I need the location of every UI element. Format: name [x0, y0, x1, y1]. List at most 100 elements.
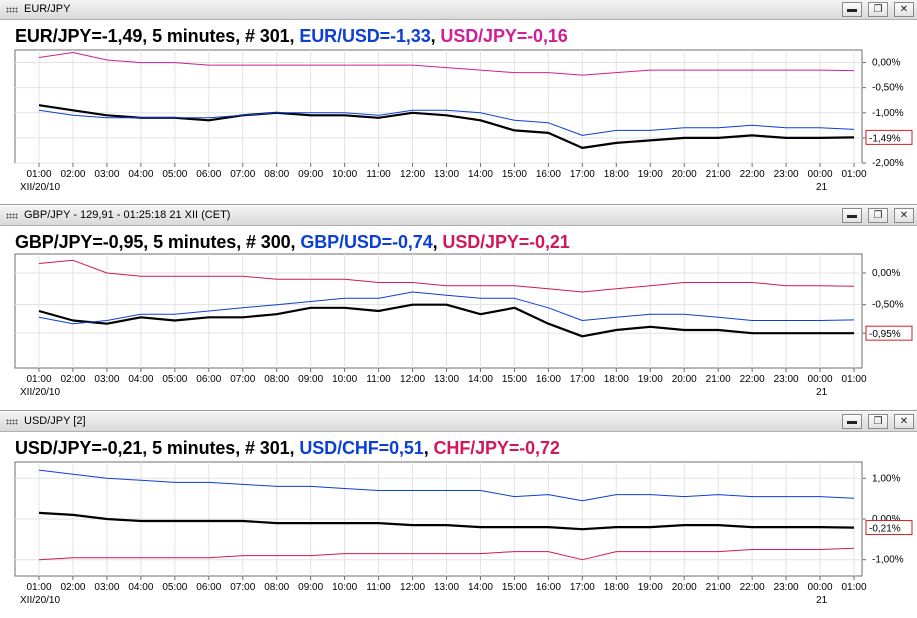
- chart-heading: GBP/JPY=-0,95, 5 minutes, # 300, GBP/USD…: [15, 232, 570, 253]
- close-button[interactable]: ✕: [894, 414, 914, 429]
- x-tick-label: 17:00: [570, 169, 595, 180]
- x-tick-label: 21:00: [706, 374, 731, 385]
- date-right-label: 21: [816, 595, 828, 606]
- window-title: GBP/JPY - 129,91 - 01:25:18 21 XII (CET): [24, 209, 231, 221]
- x-tick-label: 05:00: [162, 374, 187, 385]
- chart-heading: USD/JPY=-0,21, 5 minutes, # 301, USD/CHF…: [15, 438, 560, 459]
- restore-button[interactable]: ❐: [868, 208, 888, 223]
- x-tick-label: 22:00: [740, 169, 765, 180]
- date-left-label: XII/20/10: [20, 387, 60, 398]
- y-tick-label: 0,00%: [872, 58, 900, 69]
- x-tick-label: 21:00: [706, 169, 731, 180]
- x-tick-label: 17:00: [570, 374, 595, 385]
- x-tick-label: 16:00: [536, 169, 561, 180]
- chart-window-gbpjpy: GBP/JPY - 129,91 - 01:25:18 21 XII (CET)…: [0, 206, 917, 411]
- x-tick-label: 23:00: [774, 374, 799, 385]
- current-value-badge: [865, 325, 913, 341]
- minimize-button[interactable]: ▬: [842, 2, 862, 17]
- y-tick-label: 1,00%: [872, 473, 900, 484]
- x-tick-label: 09:00: [298, 374, 323, 385]
- window-titlebar[interactable]: GBP/JPY - 129,91 - 01:25:18 21 XII (CET)…: [0, 206, 917, 226]
- x-tick-label: 09:00: [298, 582, 323, 593]
- x-tick-label: 01:00: [841, 169, 866, 180]
- x-tick-label: 00:00: [808, 169, 833, 180]
- x-tick-label: 18:00: [604, 169, 629, 180]
- grip-icon[interactable]: [6, 213, 18, 219]
- x-tick-label: 03:00: [94, 374, 119, 385]
- restore-button[interactable]: ❐: [868, 414, 888, 429]
- x-tick-label: 02:00: [60, 169, 85, 180]
- series-line-gbpusd: [38, 291, 855, 325]
- heading-main: GBP/JPY=-0,95, 5 minutes, # 300: [15, 232, 291, 252]
- date-right-label: 21: [816, 182, 828, 193]
- x-tick-label: 16:00: [536, 374, 561, 385]
- window-titlebar[interactable]: EUR/JPY ▬ ❐ ✕: [0, 0, 917, 20]
- window-title: USD/JPY [2]: [24, 415, 86, 427]
- series-line-gbpjpy: [38, 303, 854, 338]
- price-chart[interactable]: 0,00%-0,50%-1,00%-1,50%-2,00%-1,49%01:00…: [0, 0, 917, 205]
- current-value-label: -0,21%: [869, 524, 901, 535]
- close-button[interactable]: ✕: [894, 208, 914, 223]
- minimize-button[interactable]: ▬: [842, 208, 862, 223]
- heading-sep: ,: [432, 232, 443, 252]
- x-tick-label: 15:00: [502, 169, 527, 180]
- x-tick-label: 09:00: [298, 169, 323, 180]
- x-tick-label: 12:00: [400, 582, 425, 593]
- current-value-label: -1,49%: [869, 133, 901, 144]
- x-tick-label: 14:00: [468, 582, 493, 593]
- plot-area: [14, 253, 863, 369]
- x-tick-label: 18:00: [604, 374, 629, 385]
- x-tick-label: 23:00: [774, 582, 799, 593]
- y-tick-label: -2,00%: [872, 158, 904, 169]
- x-tick-label: 00:00: [808, 582, 833, 593]
- x-tick-label: 13:00: [434, 374, 459, 385]
- series-line-usdjpy: [38, 52, 855, 76]
- x-tick-label: 20:00: [672, 169, 697, 180]
- x-tick-label: 06:00: [196, 169, 221, 180]
- x-tick-label: 22:00: [740, 374, 765, 385]
- x-tick-label: 13:00: [434, 582, 459, 593]
- x-tick-label: 22:00: [740, 582, 765, 593]
- heading-sec2: CHF/JPY=-0,72: [433, 438, 560, 458]
- heading-sec1: USD/CHF=0,51: [299, 438, 424, 458]
- x-tick-label: 20:00: [672, 374, 697, 385]
- x-tick-label: 17:00: [570, 582, 595, 593]
- x-tick-label: 15:00: [502, 374, 527, 385]
- heading-sep: ,: [430, 26, 441, 46]
- grip-icon[interactable]: [6, 7, 18, 13]
- x-tick-label: 20:00: [672, 582, 697, 593]
- x-tick-label: 00:00: [808, 374, 833, 385]
- series-line-chfjpy: [38, 547, 855, 561]
- heading-sec1: GBP/USD=-0,74: [300, 232, 433, 252]
- chart-window-usdjpy: USD/JPY [2] ▬ ❐ ✕ USD/JPY=-0,21, 5 minut…: [0, 412, 917, 618]
- y-tick-label: -1,00%: [872, 555, 904, 566]
- x-tick-label: 08:00: [264, 169, 289, 180]
- x-tick-label: 19:00: [638, 169, 663, 180]
- x-tick-label: 03:00: [94, 582, 119, 593]
- y-tick-label: -1,00%: [872, 108, 904, 119]
- grip-icon[interactable]: [6, 419, 18, 425]
- x-tick-label: 03:00: [94, 169, 119, 180]
- x-tick-label: 04:00: [128, 582, 153, 593]
- close-button[interactable]: ✕: [894, 2, 914, 17]
- y-tick-label: 0,00%: [872, 514, 900, 525]
- chart-heading: EUR/JPY=-1,49, 5 minutes, # 301, EUR/USD…: [15, 26, 568, 47]
- current-value-badge: [865, 129, 913, 145]
- x-tick-label: 07:00: [230, 582, 255, 593]
- heading-sep: ,: [290, 232, 301, 252]
- x-tick-label: 19:00: [638, 582, 663, 593]
- date-left-label: XII/20/10: [20, 182, 60, 193]
- x-tick-label: 02:00: [60, 582, 85, 593]
- x-tick-label: 04:00: [128, 374, 153, 385]
- series-line-usdjpy: [38, 259, 855, 293]
- window-titlebar[interactable]: USD/JPY [2] ▬ ❐ ✕: [0, 412, 917, 432]
- minimize-button[interactable]: ▬: [842, 414, 862, 429]
- current-value-badge: [865, 520, 913, 536]
- restore-button[interactable]: ❐: [868, 2, 888, 17]
- x-tick-label: 08:00: [264, 582, 289, 593]
- x-tick-label: 14:00: [468, 169, 493, 180]
- price-chart[interactable]: 1,00% 0,00% -1,00% -0,21% 01:00 02:00 03:00 04:…: [0, 412, 917, 618]
- x-tick-label: 07:00: [230, 169, 255, 180]
- price-chart[interactable]: 0,00% -0,50% -0,95% 01:00 02:00 03:00 04:00 05:…: [0, 206, 917, 411]
- series-line-usdjpy: [38, 511, 855, 531]
